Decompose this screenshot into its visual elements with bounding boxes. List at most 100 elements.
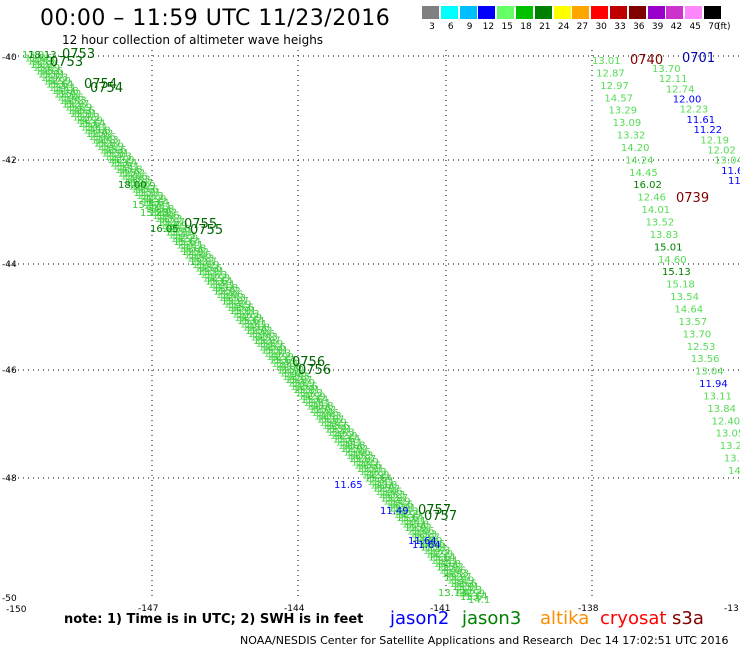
- swh-value-west-fill: 14.6: [322, 421, 344, 432]
- lon-tick-label: -147: [138, 604, 158, 614]
- swh-value-west-fill: 12.9: [240, 313, 262, 324]
- swh-value-west-fill: 13.8: [311, 401, 333, 412]
- swh-value-west-fill: 14.1: [282, 372, 304, 383]
- swh-value-west-fill: 14.3: [396, 506, 418, 517]
- swh-value-east-a: 14.45: [629, 168, 658, 179]
- swh-value-west-fill: 13.1: [139, 188, 161, 199]
- swh-value-west-fill: 14.9: [362, 470, 384, 481]
- swh-value-east-b: 12.02: [707, 145, 736, 156]
- swh-value-west-fill: 13.1: [144, 201, 166, 212]
- swh-value-west-fill: 14.6: [126, 171, 148, 182]
- swh-value-west-fill: 13.3: [452, 582, 474, 593]
- scale-label: 30: [595, 22, 607, 32]
- swh-value-west-fill: 13.8: [375, 480, 397, 491]
- swh-value-west-fill: 14.3: [51, 86, 73, 97]
- swh-value-west: 13.13: [438, 588, 467, 599]
- swh-value-west-fill: 12.9: [436, 562, 458, 573]
- swh-value-west-fill: 14.9: [203, 273, 225, 284]
- track-time-label: 0754: [90, 81, 123, 96]
- altimeter-tracks: 12.914.613.413.314.112.713.814.915.215.6…: [22, 47, 740, 606]
- swh-value-west-fill: 14.3: [179, 244, 201, 255]
- swh-value-west-fill: 12.9: [404, 523, 426, 534]
- swh-value-west-fill: 14.3: [460, 585, 482, 596]
- swh-value-west-fill: 12.9: [431, 549, 453, 560]
- swh-value-west-fill: 12.9: [341, 444, 363, 455]
- swh-value-west-fill: 13.3: [447, 569, 469, 580]
- swh-value-west-fill: 13.3: [388, 503, 410, 514]
- swh-value-west-fill: 12.9: [335, 431, 357, 442]
- lon-tick-label: -141: [430, 604, 450, 614]
- swh-value-west-fill: 13.8: [221, 296, 243, 307]
- swh-value-west-fill: 15.2: [314, 404, 336, 415]
- swh-value-east-a: 13.2: [720, 441, 740, 452]
- swh-value-west-fill: 14.1: [250, 332, 272, 343]
- swh-value-west-fill: 13.1: [399, 516, 421, 527]
- swh-value-west-fill: 13.4: [216, 290, 238, 301]
- swh-value-west-fill: 14.3: [115, 165, 137, 176]
- swh-value-west-fill: 14.6: [226, 303, 248, 314]
- swh-value-west-fill: 15.2: [346, 444, 368, 455]
- swh-value-east-a: 12.97: [600, 81, 629, 92]
- track-time-label: 0701: [682, 51, 715, 66]
- swh-value-west-fill: 15.2: [250, 326, 272, 337]
- swh-value-west-fill: 14.9: [102, 142, 124, 153]
- swh-value-west-fill: 14.9: [229, 299, 251, 310]
- generation-timestamp: Dec 14 17:02:51 UTC 2016: [580, 634, 729, 647]
- swh-value-west-fill: 13.1: [330, 424, 352, 435]
- swh-value-west-fill: 15.2: [59, 89, 81, 100]
- map-title: 00:00 – 11:59 UTC 11/23/2016: [40, 6, 391, 31]
- map-subtitle: 12 hour collection of altimeter wave hei…: [62, 33, 324, 47]
- swh-value-west-fill: 14.9: [298, 392, 320, 403]
- swh-value-west-fill: 14.6: [221, 290, 243, 301]
- swh-value-west-fill: 13.1: [203, 267, 225, 278]
- swh-value-west-fill: 12.9: [277, 365, 299, 376]
- swh-value-west-fill: 13.4: [57, 93, 79, 104]
- swh-value-west-fill: 13.8: [407, 519, 429, 530]
- swh-value-west-fill: 13.4: [343, 447, 365, 458]
- swh-value-west-fill: 13.3: [33, 56, 55, 67]
- swh-value-west-fill: 14.9: [266, 352, 288, 363]
- swh-value-west-fill: 13.3: [229, 306, 251, 317]
- swh-value-west-fill: 15.6: [41, 66, 63, 77]
- scale-label: 6: [447, 22, 454, 32]
- swh-value-west-fill: 12.7: [35, 60, 57, 71]
- swh-value-west-fill: 13.1: [426, 542, 448, 553]
- swh-value-west-fill: 14.3: [141, 191, 163, 202]
- swh-value-west-fill: 13.3: [38, 70, 60, 81]
- swh-value-east-a: 13.01: [592, 56, 621, 67]
- swh-value-west-fill: 13.3: [351, 450, 373, 461]
- swh-value-east-b: 12.19: [700, 135, 729, 146]
- swh-value-west-fill: 12.9: [86, 129, 108, 140]
- swh-value-west-fill: 15.6: [264, 342, 286, 353]
- swh-value-west-fill: 14.6: [30, 53, 52, 64]
- swh-value-west-fill: 12.9: [463, 588, 485, 599]
- swh-value-west-fill: 13.4: [184, 250, 206, 261]
- lon-tick-label: -150: [6, 605, 27, 615]
- scale-label: 33: [614, 22, 626, 32]
- swh-value-west-fill: 14.3: [428, 546, 450, 557]
- swh-value-east-b: 11.61: [687, 115, 716, 126]
- scale-label: 21: [539, 22, 551, 32]
- swh-value-east-a: 12.46: [637, 193, 666, 204]
- swh-value-west-fill: 15.6: [46, 80, 68, 91]
- track-time-label: 0755: [184, 217, 217, 232]
- swh-value-west-fill: 13.4: [306, 395, 328, 406]
- swh-value-east-b: 13.70: [652, 64, 681, 75]
- swh-value-east-a: 13.84: [707, 404, 736, 415]
- swh-value-west-fill: 15.6: [364, 474, 386, 485]
- swh-value-east-a: 14.20: [621, 143, 650, 154]
- swh-value-west-fill: 14.6: [444, 565, 466, 576]
- swh-value-west-fill: 13.8: [94, 139, 116, 150]
- swh-value-west-fill: 13.8: [317, 415, 339, 426]
- track-time-label: 0740: [630, 53, 663, 68]
- swh-value-west-fill: 13.4: [147, 198, 169, 209]
- swh-value-west-fill: 12.9: [245, 326, 267, 337]
- swh-value-west-fill: 12.9: [272, 352, 294, 363]
- swh-value-west-fill: 14.1: [245, 319, 267, 330]
- swh-value-west-fill: 12.7: [423, 546, 445, 557]
- swh-value-west-fill: 13.4: [279, 369, 301, 380]
- swh-value-west-fill: 13.1: [240, 319, 262, 330]
- swh-value-west-fill: 14.9: [234, 313, 256, 324]
- swh-value-west-fill: 14.3: [110, 152, 132, 163]
- swh-value-west-fill: 13.1: [272, 359, 294, 370]
